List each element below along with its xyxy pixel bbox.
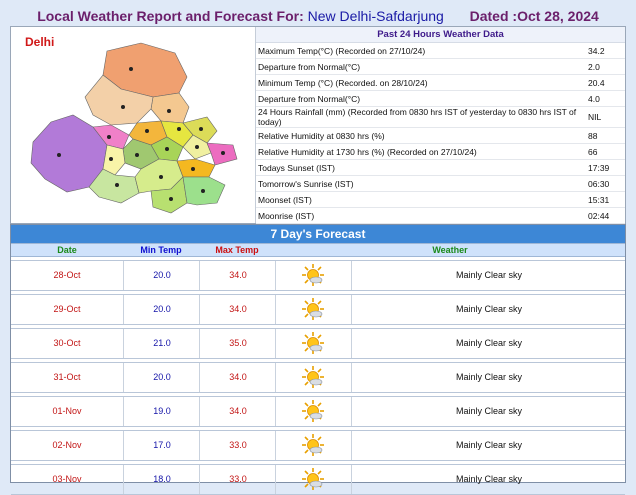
- forecast-title: 7 Day's Forecast: [11, 225, 625, 243]
- forecast-row: 02-Nov 17.0 33.0 Mainly Clear sky: [11, 430, 625, 461]
- forecast-weather: Mainly Clear sky: [351, 397, 626, 426]
- report-label: Relative Humidity at 1730 hrs (%) (Recor…: [258, 147, 477, 157]
- report-label: Moonrise (IST): [258, 211, 315, 221]
- forecast-row: 03-Nov 18.0 33.0 Mainly Clear sky: [11, 464, 625, 495]
- forecast-max-temp: 34.0: [199, 397, 276, 426]
- report-value: 34.2: [588, 46, 605, 56]
- forecast-header: Date Min Temp Max Temp Weather: [11, 243, 625, 257]
- report-label: Minimum Temp (°C) (Recorded. on 28/10/24…: [258, 78, 428, 88]
- forecast-max-temp: 35.0: [199, 329, 276, 358]
- forecast-date: 01-Nov: [52, 406, 82, 416]
- forecast-row: 30-Oct 21.0 35.0 Mainly Clear sky: [11, 328, 625, 359]
- report-row: Relative Humidity at 1730 hrs (%) (Recor…: [256, 144, 625, 160]
- forecast-date: 03-Nov: [52, 474, 82, 484]
- report-row: 24 Hours Rainfall (mm) (Recorded from 08…: [256, 107, 625, 128]
- forecast-max-temp: 33.0: [199, 465, 276, 494]
- forecast-min-temp: 19.0: [123, 397, 200, 426]
- forecast-row: 29-Oct 20.0 34.0 Mainly Clear sky: [11, 294, 625, 325]
- forecast-weather: Mainly Clear sky: [351, 431, 626, 460]
- seven-day-forecast: 7 Day's Forecast Date Min Temp Max Temp …: [10, 224, 626, 495]
- header-min-temp: Min Temp: [140, 245, 182, 255]
- report-label: Maximum Temp(°C) (Recorded on 27/10/24): [258, 46, 426, 56]
- report-value: 06:30: [588, 179, 610, 189]
- forecast-date: 29-Oct: [53, 304, 81, 314]
- forecast-rows: 28-Oct 20.0 34.0 Mainly Clear sky 29-Oct 20.0…: [11, 260, 625, 495]
- report-row: Moonrise (IST) 02:44: [256, 208, 625, 224]
- report-label: Moonset (IST): [258, 195, 312, 205]
- report-value: 2.0: [588, 62, 600, 72]
- forecast-weather: Mainly Clear sky: [351, 329, 626, 358]
- report-value: 88: [588, 131, 598, 141]
- forecast-weather: Mainly Clear sky: [351, 261, 626, 290]
- report-value: NIL: [588, 112, 602, 122]
- forecast-min-temp: 21.0: [123, 329, 200, 358]
- forecast-date: 30-Oct: [53, 338, 81, 348]
- current-weather-box: Delhi Past 24 Hours Weather Data Maximum…: [10, 26, 626, 224]
- forecast-min-temp: 20.0: [123, 295, 200, 324]
- forecast-row: 31-Oct 20.0 34.0 Mainly Clear sky: [11, 362, 625, 393]
- report-label: Departure from Normal(°C): [258, 62, 361, 72]
- report-row: Tomorrow's Sunrise (IST) 06:30: [256, 176, 625, 192]
- mainly-clear-sun-icon: [275, 329, 352, 358]
- report-date: Dated :Oct 28, 2024: [469, 8, 599, 24]
- forecast-weather: Mainly Clear sky: [351, 465, 626, 494]
- forecast-max-temp: 34.0: [199, 261, 276, 290]
- header-max-temp: Max Temp: [215, 245, 259, 255]
- header-weather: Weather: [432, 245, 468, 255]
- forecast-max-temp: 33.0: [199, 431, 276, 460]
- forecast-row: 01-Nov 19.0 34.0 Mainly Clear sky: [11, 396, 625, 427]
- delhi-map-graphic: [30, 42, 238, 214]
- delhi-district-map: Delhi: [11, 27, 256, 223]
- report-value: 15:31: [588, 195, 610, 205]
- past-24h-report: Past 24 Hours Weather Data Maximum Temp(…: [256, 27, 625, 224]
- forecast-date: 02-Nov: [52, 440, 82, 450]
- report-label: Relative Humidity at 0830 hrs (%): [258, 131, 385, 141]
- report-row: Departure from Normal(°C) 2.0: [256, 59, 625, 75]
- mainly-clear-sun-icon: [275, 261, 352, 290]
- mainly-clear-sun-icon: [275, 431, 352, 460]
- mainly-clear-sun-icon: [275, 363, 352, 392]
- report-row: Moonset (IST) 15:31: [256, 192, 625, 208]
- report-value: 17:39: [588, 163, 610, 173]
- report-value: 4.0: [588, 94, 600, 104]
- map-title: Delhi: [25, 35, 55, 49]
- station-name: New Delhi-Safdarjung: [307, 8, 444, 24]
- forecast-min-temp: 20.0: [123, 363, 200, 392]
- forecast-max-temp: 34.0: [199, 295, 276, 324]
- report-title: Past 24 Hours Weather Data: [256, 27, 625, 43]
- report-row: Maximum Temp(°C) (Recorded on 27/10/24) …: [256, 43, 625, 59]
- report-value: 20.4: [588, 78, 605, 88]
- forecast-date: 31-Oct: [53, 372, 81, 382]
- forecast-min-temp: 20.0: [123, 261, 200, 290]
- report-row: Relative Humidity at 0830 hrs (%) 88: [256, 128, 625, 144]
- forecast-max-temp: 34.0: [199, 363, 276, 392]
- title-prefix: Local Weather Report and Forecast For:: [37, 8, 304, 24]
- page-title: Local Weather Report and Forecast For: N…: [0, 8, 636, 24]
- mainly-clear-sun-icon: [275, 295, 352, 324]
- report-row: Departure from Normal(°C) 4.0: [256, 91, 625, 107]
- forecast-weather: Mainly Clear sky: [351, 363, 626, 392]
- report-row: Minimum Temp (°C) (Recorded. on 28/10/24…: [256, 75, 625, 91]
- report-label: Departure from Normal(°C): [258, 94, 361, 104]
- report-label: 24 Hours Rainfall (mm) (Recorded from 08…: [258, 107, 577, 127]
- forecast-min-temp: 18.0: [123, 465, 200, 494]
- report-value: 02:44: [588, 211, 610, 221]
- forecast-weather: Mainly Clear sky: [351, 295, 626, 324]
- mainly-clear-sun-icon: [275, 397, 352, 426]
- report-label: Tomorrow's Sunrise (IST): [258, 179, 354, 189]
- forecast-row: 28-Oct 20.0 34.0 Mainly Clear sky: [11, 260, 625, 291]
- forecast-date: 28-Oct: [53, 270, 81, 280]
- report-label: Todays Sunset (IST): [258, 163, 336, 173]
- mainly-clear-sun-icon: [275, 465, 352, 494]
- header-date: Date: [57, 245, 77, 255]
- report-value: 66: [588, 147, 598, 157]
- report-row: Todays Sunset (IST) 17:39: [256, 160, 625, 176]
- forecast-min-temp: 17.0: [123, 431, 200, 460]
